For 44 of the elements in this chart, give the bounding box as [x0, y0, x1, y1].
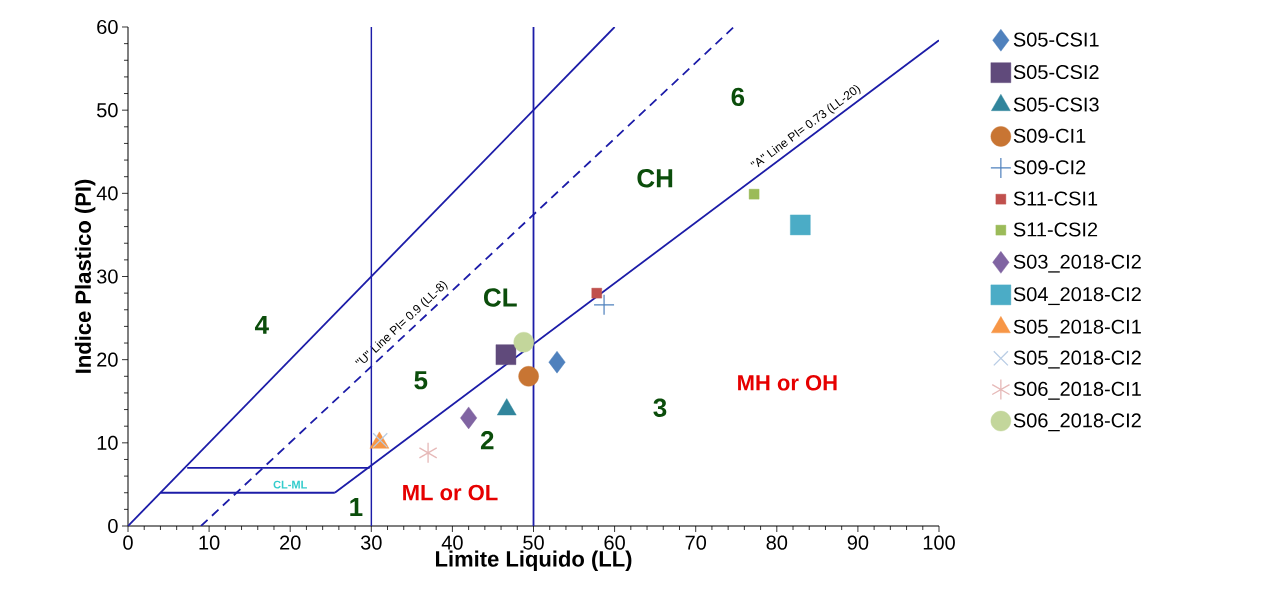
annotation: 6 — [731, 87, 745, 107]
y-tick-label: 30 — [96, 269, 118, 284]
annotation: CL-ML — [273, 480, 307, 489]
legend-label: S05-CSI2 — [1013, 64, 1099, 80]
y-tick-label: 50 — [97, 103, 118, 118]
legend-label: S06_2018-CI2 — [1013, 413, 1141, 432]
legend-label: S05_2018-CI2 — [1013, 350, 1141, 369]
annotation: 2 — [480, 431, 494, 450]
legend-label: S05_2018-CI1 — [1013, 319, 1141, 338]
y-tick-label: 10 — [97, 435, 118, 450]
y-tick-label: 0 — [108, 518, 118, 534]
legend-label: S11-CSI2 — [1013, 222, 1098, 237]
legend-label: S11-CSI1 — [1013, 191, 1098, 206]
legend-label: S06_2018-CI1 — [1013, 381, 1141, 400]
annotation: CL — [483, 288, 517, 307]
annotation: 5 — [414, 371, 428, 390]
x-tick-label: 30 — [360, 535, 382, 550]
annotation: 3 — [653, 398, 667, 417]
annotation: ML or OL — [403, 484, 498, 501]
x-tick-label: 20 — [280, 535, 301, 550]
x-tick-label: 50 — [523, 535, 544, 550]
annotation: 1 — [350, 498, 363, 516]
annotation: CH — [637, 168, 673, 188]
y-axis-title: Indice Plastico (PI) — [74, 179, 96, 373]
x-tick-label: 10 — [199, 535, 220, 550]
y-tick-label: 20 — [97, 352, 118, 367]
y-tick-label: 40 — [96, 186, 118, 201]
x-tick-label: 40 — [441, 535, 463, 550]
annotation: 4 — [254, 315, 269, 334]
x-tick-label: 90 — [847, 535, 869, 550]
x-tick-label: 0 — [123, 535, 133, 550]
legend-label: S03_2018-CI2 — [1013, 254, 1141, 273]
annotation: MH or OH — [738, 374, 837, 391]
x-axis-title: Limite Liquido (LL) — [436, 550, 632, 572]
x-tick-label: 60 — [604, 535, 625, 550]
x-tick-label: 70 — [685, 535, 707, 550]
x-tick-label: 80 — [766, 535, 788, 550]
x-tick-label: 100 — [923, 535, 955, 550]
legend-label: S04_2018-CI2 — [1013, 287, 1141, 306]
legend-label: S09-CI2 — [1013, 160, 1086, 175]
legend-label: S05-CSI3 — [1013, 97, 1099, 112]
legend-label: S05-CSI1 — [1013, 32, 1099, 47]
y-tick-label: 60 — [97, 19, 118, 35]
legend-label: S09-CI1 — [1013, 128, 1086, 143]
